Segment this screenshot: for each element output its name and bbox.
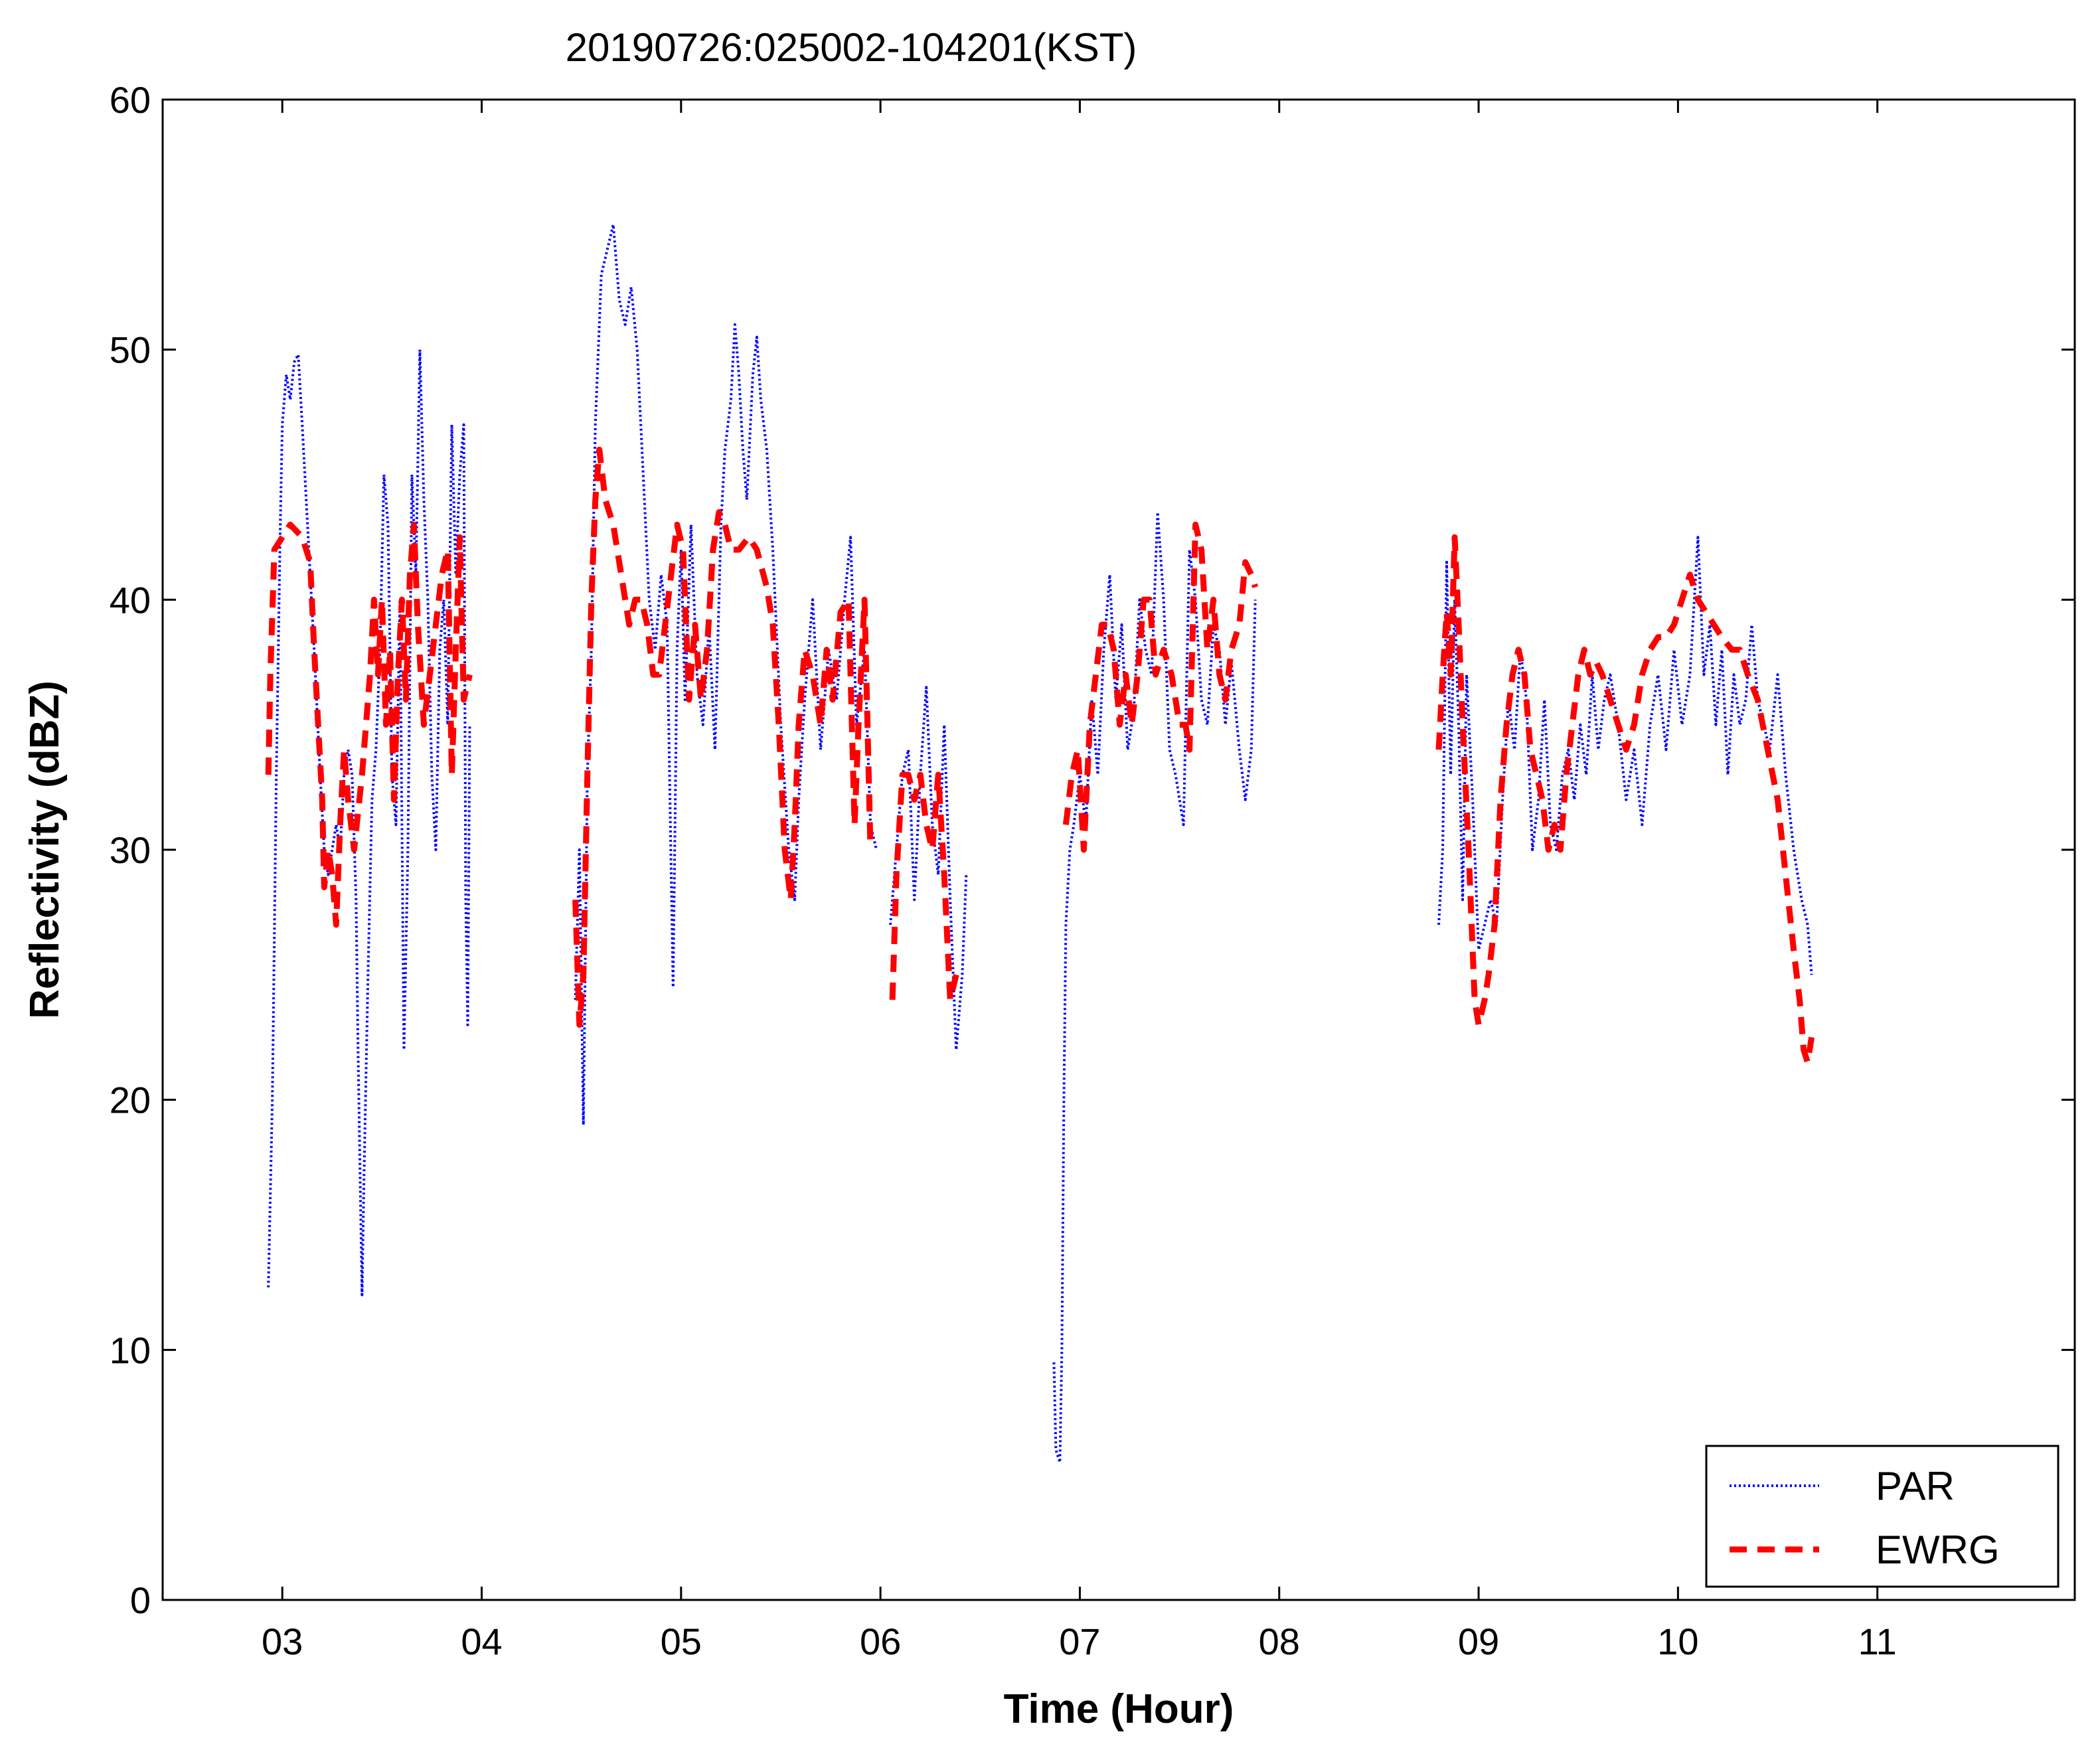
y-axis-title: Reflectivity (dBZ) — [22, 680, 68, 1019]
x-tick-label: 11 — [1858, 1621, 1897, 1662]
x-tick-label: 05 — [661, 1621, 702, 1662]
y-tick-label: 50 — [110, 329, 151, 371]
series-par-segment-1 — [267, 348, 471, 1297]
chart-title: 20190726:025002-104201(KST) — [566, 25, 1137, 70]
series-layer — [265, 223, 1815, 1464]
x-tick-label: 06 — [860, 1621, 901, 1662]
legend-box — [1705, 1445, 2060, 1588]
x-axis-title: Time (Hour) — [1004, 1686, 1234, 1732]
series-par-segment-4 — [1052, 511, 1257, 1464]
plot-area: 03 04 05 06 07 08 09 10 11 0 10 20 30 40 50 60 — [110, 79, 2076, 1662]
plot-frame — [161, 98, 2076, 1601]
x-tick-label: 07 — [1059, 1621, 1100, 1662]
y-tick-label: 40 — [110, 579, 151, 621]
x-tick-label: 03 — [262, 1621, 303, 1662]
series-ewrg-segment-2 — [572, 446, 874, 1028]
x-tick-label: 10 — [1657, 1621, 1698, 1662]
series-ewrg-segment-4 — [1062, 521, 1258, 853]
tick-layer: 03 04 05 06 07 08 09 10 11 0 10 20 30 40 50 60 — [110, 79, 2075, 1662]
x-tick-label: 04 — [461, 1621, 502, 1662]
series-par-segment-2 — [574, 223, 878, 1127]
legend-ewrg-label: EWRG — [1876, 1528, 2000, 1572]
y-tick-label: 30 — [110, 829, 151, 871]
series-par-segment-3 — [889, 686, 968, 1052]
legend-par-label: PAR — [1876, 1464, 1955, 1508]
legend: PAR EWRG — [1705, 1445, 2060, 1588]
series-ewrg-segment-1 — [265, 521, 473, 928]
x-tick-label: 08 — [1259, 1621, 1300, 1662]
y-tick-label: 0 — [130, 1579, 151, 1621]
y-tick-label: 20 — [110, 1079, 151, 1121]
y-tick-label: 10 — [110, 1329, 151, 1371]
y-tick-label: 60 — [110, 79, 151, 121]
series-par-segment-5 — [1437, 536, 1813, 975]
series-ewrg-segment-3 — [889, 771, 959, 1003]
x-tick-label: 09 — [1458, 1621, 1499, 1662]
series-ewrg-segment-5 — [1435, 534, 1815, 1066]
